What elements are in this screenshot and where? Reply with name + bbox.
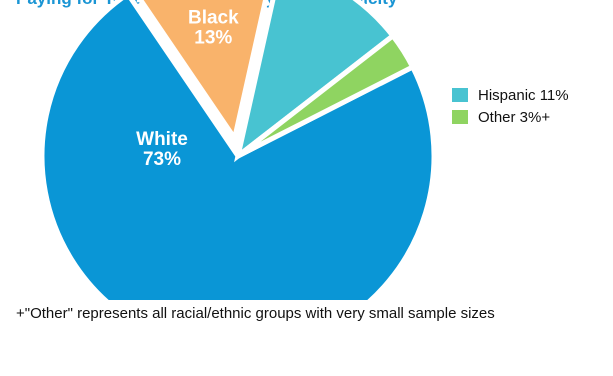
- pie-slice-other: [236, 32, 416, 159]
- legend-swatch-other: [452, 110, 468, 124]
- slice-value-black: 13%: [194, 28, 232, 49]
- chart-legend: Hispanic 11% Other 3%+: [452, 87, 569, 126]
- legend-item-hispanic: Hispanic 11%: [452, 87, 569, 104]
- pie-slice-hispanic: [234, 0, 397, 163]
- legend-swatch-hispanic: [452, 88, 468, 102]
- legend-label-other: Other 3%+: [478, 109, 550, 126]
- chart-footnote: +"Other" represents all racial/ethnic gr…: [16, 305, 495, 322]
- slice-label-black: Black: [188, 8, 239, 29]
- pie-slice-black: [137, 0, 269, 145]
- pie-slices: [39, 0, 437, 300]
- slice-value-white: 73%: [143, 149, 181, 170]
- slice-label-white: White: [136, 129, 188, 150]
- legend-item-other: Other 3%+: [452, 109, 550, 126]
- pie-slice-white: [39, 0, 437, 300]
- legend-label-hispanic: Hispanic 11%: [478, 87, 569, 104]
